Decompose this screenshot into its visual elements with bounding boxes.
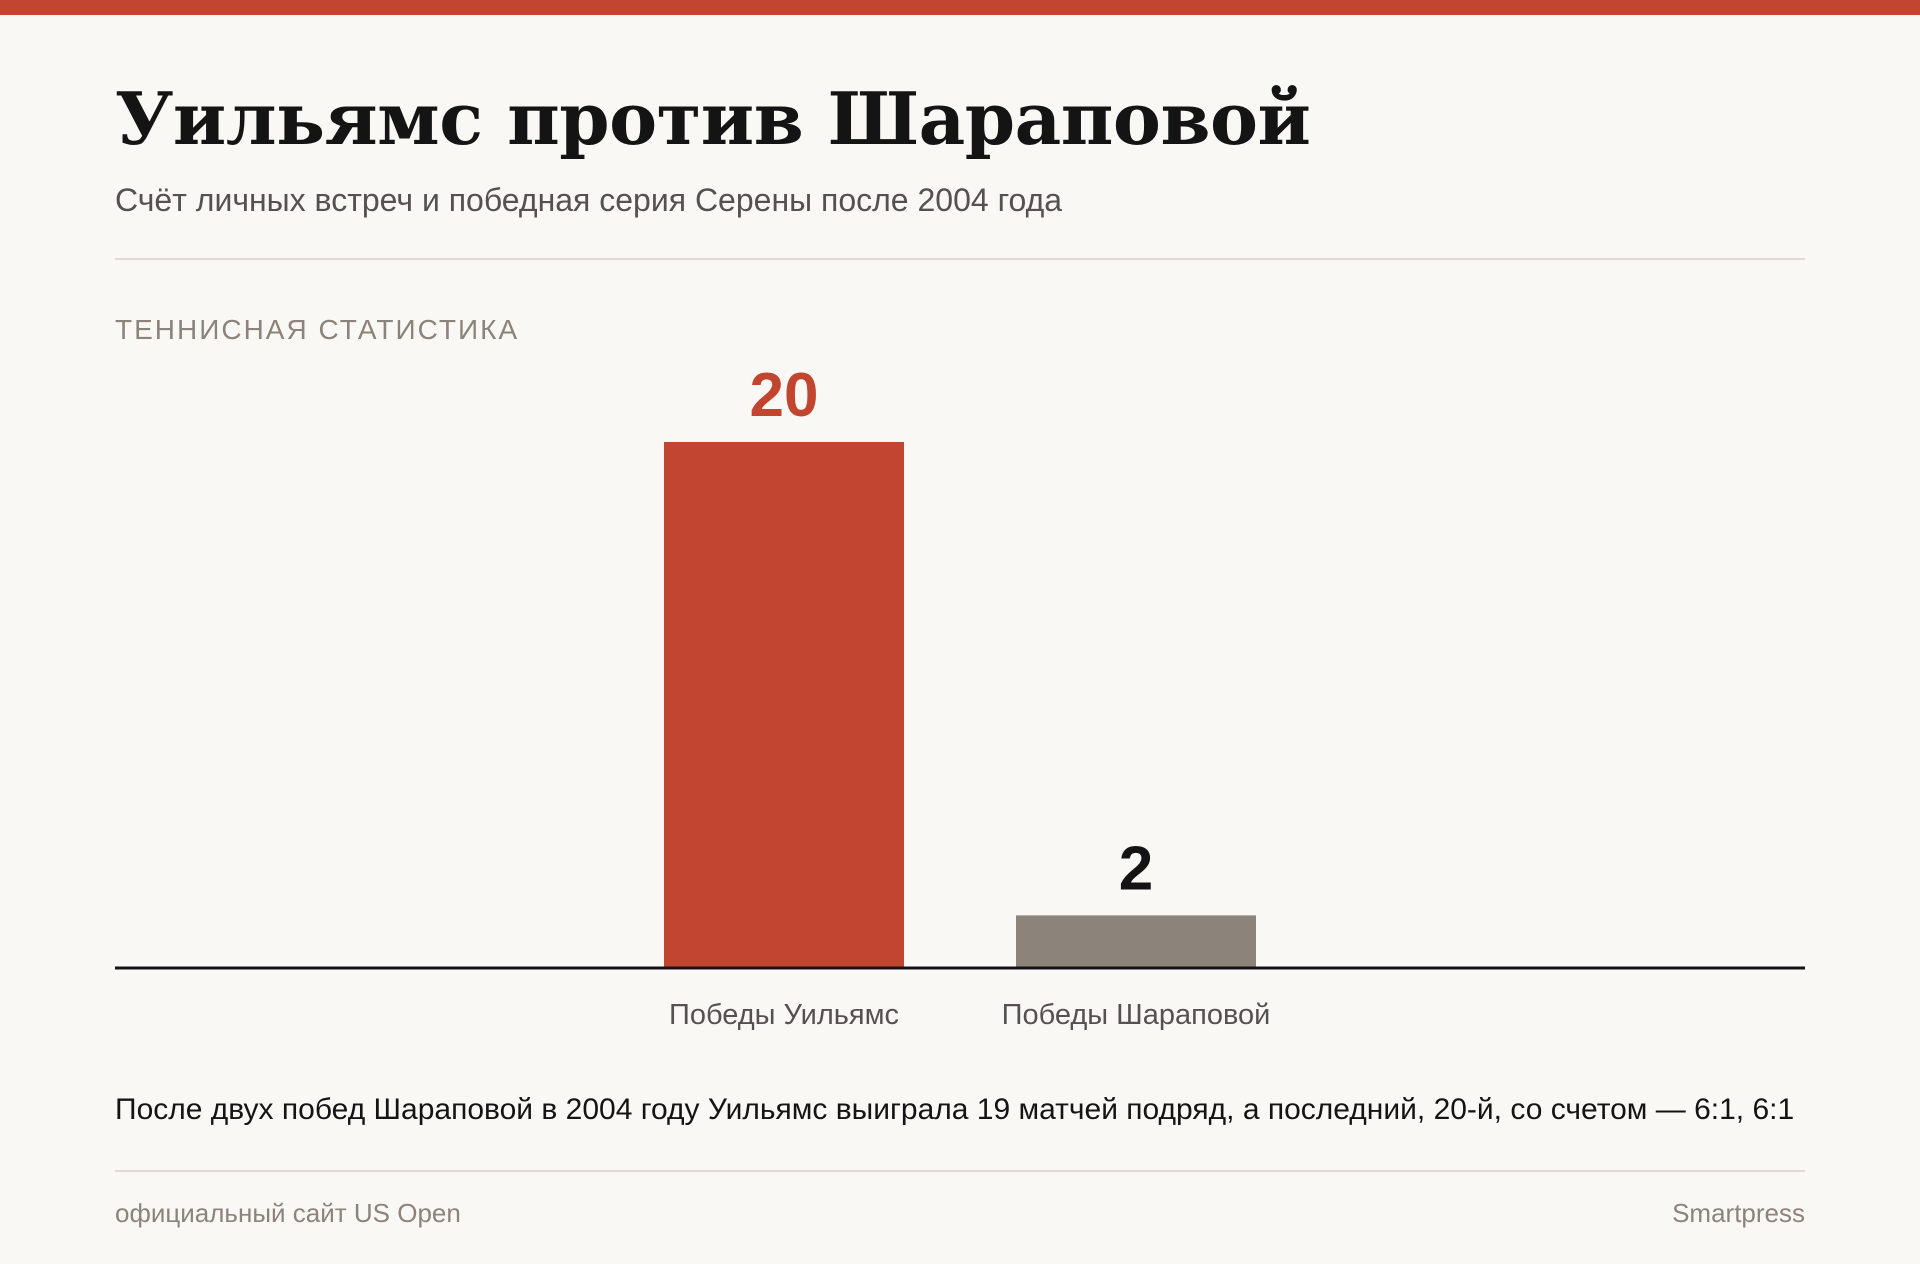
chart-footnote: После двух побед Шараповой в 2004 году У… — [115, 1093, 1795, 1126]
bar-2 — [1016, 915, 1256, 968]
source-label: официальный сайт US Open — [115, 1198, 461, 1228]
category-label-2: Победы Шараповой — [1002, 999, 1271, 1031]
footer-divider — [115, 1170, 1805, 1172]
bar-1 — [664, 442, 904, 968]
header-divider — [115, 258, 1805, 260]
bar-value-label-2: 2 — [1119, 834, 1153, 903]
section-label: ТЕННИСНАЯ СТАТИСТИКА — [115, 314, 520, 345]
credit-label: Smartpress — [1672, 1198, 1805, 1228]
category-label-1: Победы Уильямс — [669, 999, 899, 1031]
accent-top-bar — [0, 0, 1920, 15]
page-subtitle: Счёт личных встреч и победная серия Сере… — [115, 182, 1063, 218]
bar-value-label-1: 20 — [750, 361, 819, 430]
page-title: Уильямс против Шараповой — [115, 76, 1311, 161]
